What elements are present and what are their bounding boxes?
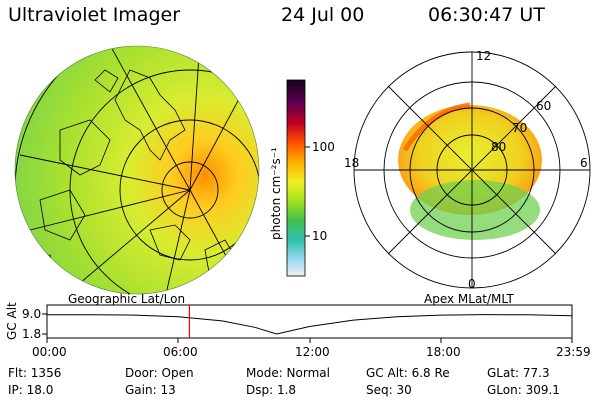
status-glat: GLat: 77.3 — [487, 366, 550, 380]
status-flt: Flt: 1356 — [8, 366, 62, 380]
uv-emission-disk-left — [15, 46, 259, 294]
altitude-xtick-0000: 00:00 — [32, 345, 67, 359]
mlt-label-0: 0 — [468, 277, 476, 291]
status-dsp: Dsp: 1.8 — [246, 383, 297, 397]
altitude-xtick-1200: 12:00 — [295, 345, 330, 359]
status-door: Door: Open — [125, 366, 194, 380]
image-date: 24 Jul 00 — [281, 4, 365, 26]
mlat-label-60: 60 — [536, 99, 551, 113]
altitude-curve — [46, 314, 572, 335]
altitude-ytick-9: 9.0 — [22, 307, 41, 321]
status-mode: Mode: Normal — [246, 366, 330, 380]
mlt-label-18: 18 — [344, 156, 359, 170]
status-glon: GLon: 309.1 — [487, 383, 560, 397]
image-time: 06:30:47 UT — [428, 4, 545, 26]
altitude-plot-frame — [46, 304, 573, 339]
status-gain: Gain: 13 — [125, 383, 176, 397]
mlat-label-80: 80 — [491, 140, 506, 154]
altitude-ytick-1: 1.8 — [22, 327, 41, 341]
app-title: Ultraviolet Imager — [8, 4, 181, 26]
mlt-label-6: 6 — [580, 156, 588, 170]
mlt-label-12: 12 — [476, 49, 491, 63]
map-label-right: Apex MLat/MLT — [424, 292, 514, 306]
polar-plot: 12 18 6 0 60 70 80 — [344, 49, 591, 291]
mlat-label-70: 70 — [512, 121, 527, 135]
colorbar-gradient — [286, 79, 306, 277]
altitude-xtick-0600: 06:00 — [163, 345, 198, 359]
altitude-xtick-1800: 18:00 — [426, 345, 461, 359]
altitude-plot: Geographic Lat/Lon Apex MLat/MLT GC Alt … — [5, 292, 591, 359]
status-gc-alt: GC Alt: 6.8 Re — [366, 366, 450, 380]
altitude-ylabel: GC Alt — [5, 302, 19, 340]
colorbar: 100 10 photon cm⁻²s⁻¹ — [269, 79, 335, 277]
status-ip: IP: 18.0 — [8, 383, 54, 397]
geographic-image — [14, 45, 260, 295]
colorbar-tick-10: 10 — [312, 229, 327, 243]
colorbar-tick-100: 100 — [312, 140, 335, 154]
map-label-left: Geographic Lat/Lon — [68, 292, 185, 306]
status-seq: Seq: 30 — [366, 383, 412, 397]
altitude-xtick-2359: 23:59 — [556, 345, 591, 359]
colorbar-unit-label: photon cm⁻²s⁻¹ — [269, 147, 283, 240]
polar-grid — [353, 51, 591, 289]
